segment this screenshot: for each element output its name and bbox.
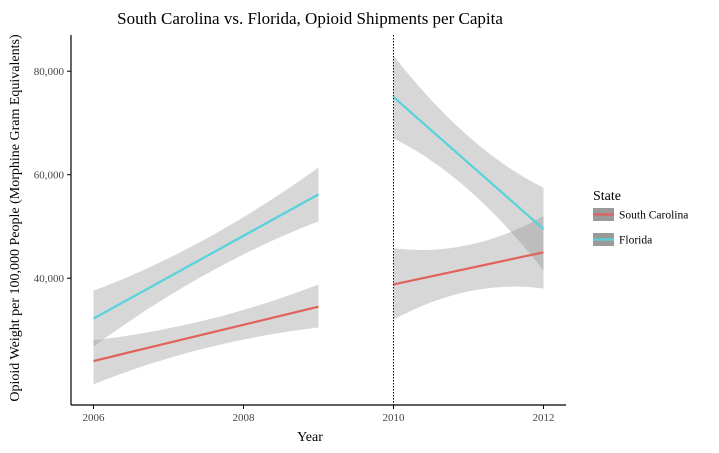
south-carolina-line-segment-2 xyxy=(393,251,544,286)
series-lines xyxy=(92,96,545,363)
x-tick-label: 2008 xyxy=(233,412,256,424)
confidence-bands xyxy=(93,55,544,385)
x-axis-ticks: 2006 2008 2010 2012 xyxy=(83,405,555,424)
legend-label-south-carolina: South Carolina xyxy=(619,210,688,222)
y-tick-label: 60,000 xyxy=(34,170,65,182)
legend-title: State xyxy=(593,189,621,204)
legend: State South Carolina Florida xyxy=(593,189,688,247)
florida-line-segment-2 xyxy=(392,96,545,230)
south-carolina-line-segment-1 xyxy=(93,305,319,363)
y-axis-label: Opioid Weight per 100,000 People (Morphi… xyxy=(8,34,23,402)
y-tick-label: 80,000 xyxy=(34,66,65,78)
x-tick-label: 2012 xyxy=(533,412,555,424)
chart-title: South Carolina vs. Florida, Opioid Shipm… xyxy=(117,9,503,28)
legend-label-florida: Florida xyxy=(619,235,652,247)
x-tick-label: 2010 xyxy=(383,412,406,424)
x-tick-label: 2006 xyxy=(83,412,106,424)
x-axis-label: Year xyxy=(297,430,323,445)
y-axis-ticks: 40,000 60,000 80,000 xyxy=(34,66,71,285)
y-tick-label: 40,000 xyxy=(34,273,65,285)
florida-line-segment-1 xyxy=(92,193,320,320)
